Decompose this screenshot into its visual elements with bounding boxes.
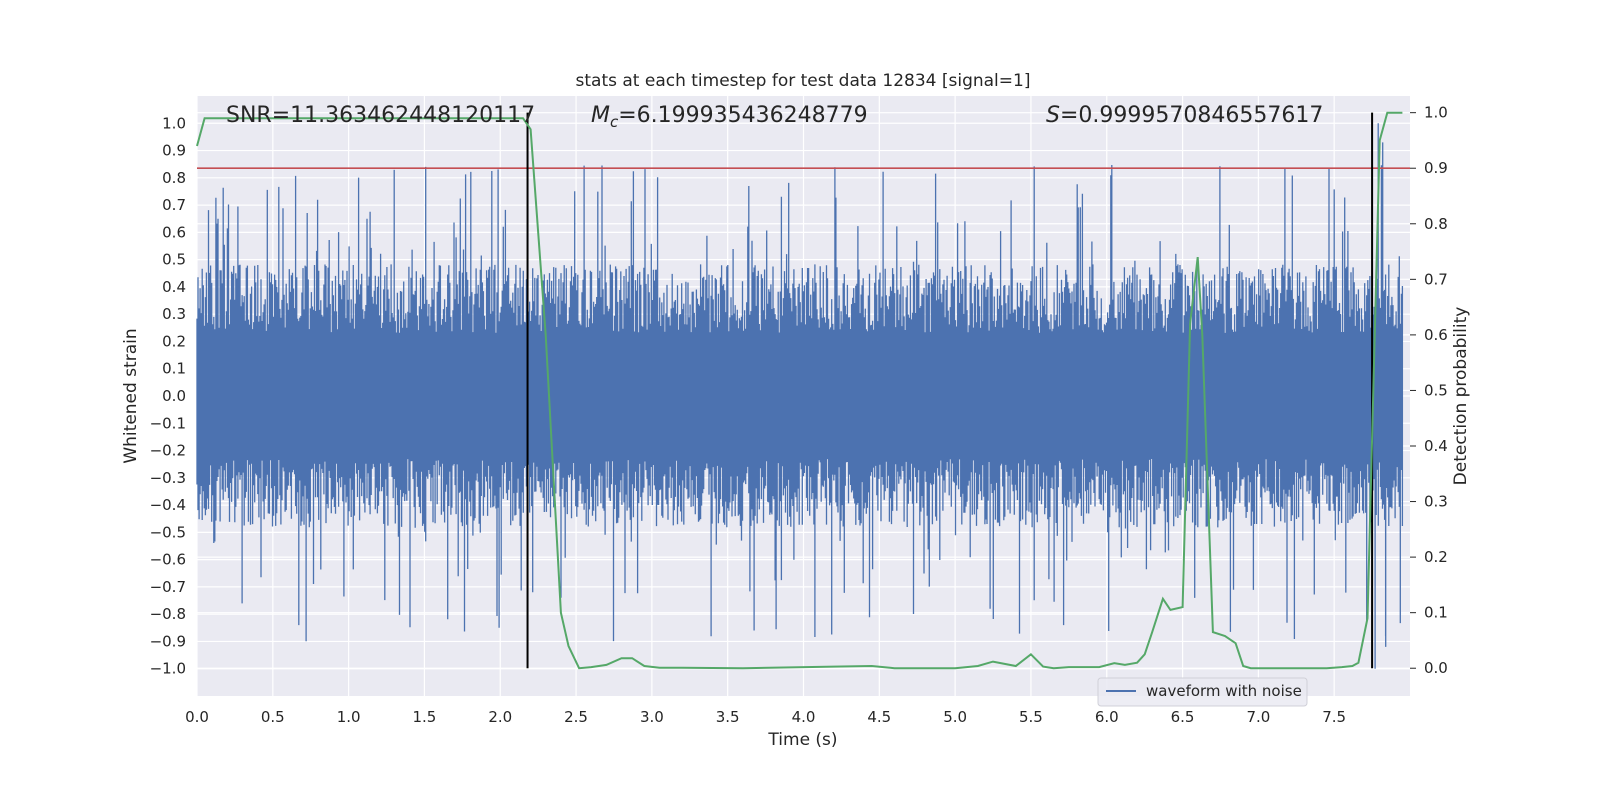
y-tick-label: −0.5 [150, 523, 186, 541]
chirp-mass-annotation: Mc=6.199935436248779 [591, 103, 868, 131]
x-tick-label: 4.0 [792, 708, 816, 726]
y-tick-label: −0.1 [150, 414, 186, 432]
y2-tick-label: 0.1 [1424, 604, 1448, 622]
legend-box [1097, 677, 1308, 707]
y2-axis-ticks: 1.0 0.9 0.8 0.7 0.6 0.5 0.4 0.3 0.2 0.1 0.0 [1410, 104, 1448, 677]
y2-tick-label: 0.2 [1424, 548, 1448, 566]
waveform-strokes [196, 123, 1404, 669]
y-tick-label: 0.8 [162, 169, 186, 187]
y-tick-label: −1.0 [150, 660, 186, 678]
legend-label: waveform with noise [1146, 682, 1302, 700]
x-tick-label: 4.5 [867, 708, 891, 726]
chirp-mass-symbol: M [591, 103, 610, 128]
y-tick-label: 0.2 [162, 332, 186, 350]
x-tick-label: 5.0 [943, 708, 967, 726]
x-tick-label: 2.5 [564, 708, 588, 726]
y2-tick-label: 1.0 [1424, 104, 1448, 122]
detection-probability-line [196, 111, 1403, 670]
x-tick-label: 7.5 [1322, 708, 1346, 726]
x-tick-label: 0.0 [185, 708, 209, 726]
chirp-mass-value: =6.199935436248779 [618, 103, 867, 128]
detection-markers [526, 112, 1374, 669]
chart-title: stats at each timestep for test data 128… [576, 71, 1031, 91]
y-tick-label: 0.0 [162, 387, 186, 405]
x-tick-label: 3.0 [640, 708, 664, 726]
y2-axis-label: Detection probability [1451, 307, 1471, 486]
legend: waveform with noise [1097, 677, 1308, 707]
y-tick-label: −0.8 [150, 605, 186, 623]
x-tick-label: 6.0 [1095, 708, 1119, 726]
y-tick-label: −0.2 [150, 442, 186, 460]
y-axis-label: Whitened strain [121, 328, 141, 463]
x-axis-ticks: 0.0 0.5 1.0 1.5 2.0 2.5 3.0 3.5 4.0 4.5 5.0 5.5 6.0 6… [185, 708, 1346, 726]
y-tick-label: 0.7 [162, 196, 186, 214]
snr-annotation: SNR=11.363462448120117 [226, 103, 535, 128]
x-axis-label: Time (s) [767, 730, 837, 750]
y2-tick-label: 0.8 [1424, 215, 1448, 233]
y-tick-label: 0.3 [162, 305, 186, 323]
y-tick-label: −0.4 [150, 496, 186, 514]
y-tick-label: −0.6 [150, 551, 186, 569]
x-tick-label: 2.0 [488, 708, 512, 726]
score-symbol: S [1046, 103, 1060, 128]
waveform-with-noise-series [196, 123, 1404, 669]
y2-tick-label: 0.5 [1424, 381, 1448, 399]
y2-tick-label: 0.6 [1424, 326, 1448, 344]
y2-tick-label: 0.7 [1424, 270, 1448, 288]
chirp-mass-subscript: c [610, 113, 619, 131]
x-tick-label: 1.5 [413, 708, 437, 726]
y-tick-label: −0.7 [150, 578, 186, 596]
x-tick-label: 7.0 [1246, 708, 1270, 726]
y-tick-label: 0.4 [162, 278, 186, 296]
y2-tick-label: 0.0 [1424, 659, 1448, 677]
x-tick-label: 3.5 [716, 708, 740, 726]
y2-tick-label: 0.3 [1424, 493, 1448, 511]
y-tick-label: 0.5 [162, 251, 186, 269]
y2-tick-label: 0.9 [1424, 159, 1448, 177]
y-tick-label: −0.3 [150, 469, 186, 487]
x-tick-label: 6.5 [1171, 708, 1195, 726]
y-tick-label: 0.1 [162, 360, 186, 378]
y-tick-label: 0.9 [162, 142, 186, 160]
score-value: =0.9999570846557617 [1060, 103, 1323, 128]
x-tick-label: 0.5 [261, 708, 285, 726]
y-tick-label: 0.6 [162, 223, 186, 241]
y-tick-label: 1.0 [162, 114, 186, 132]
x-tick-label: 5.5 [1019, 708, 1043, 726]
y2-tick-label: 0.4 [1424, 437, 1448, 455]
y-axis-ticks: 1.0 0.9 0.8 0.7 0.6 0.5 0.4 0.3 0.2 0.1 0.0 −0.1 −0.… [150, 114, 186, 677]
y-tick-label: −0.9 [150, 632, 186, 650]
score-annotation: S=0.9999570846557617 [1046, 103, 1323, 128]
x-tick-label: 1.0 [337, 708, 361, 726]
